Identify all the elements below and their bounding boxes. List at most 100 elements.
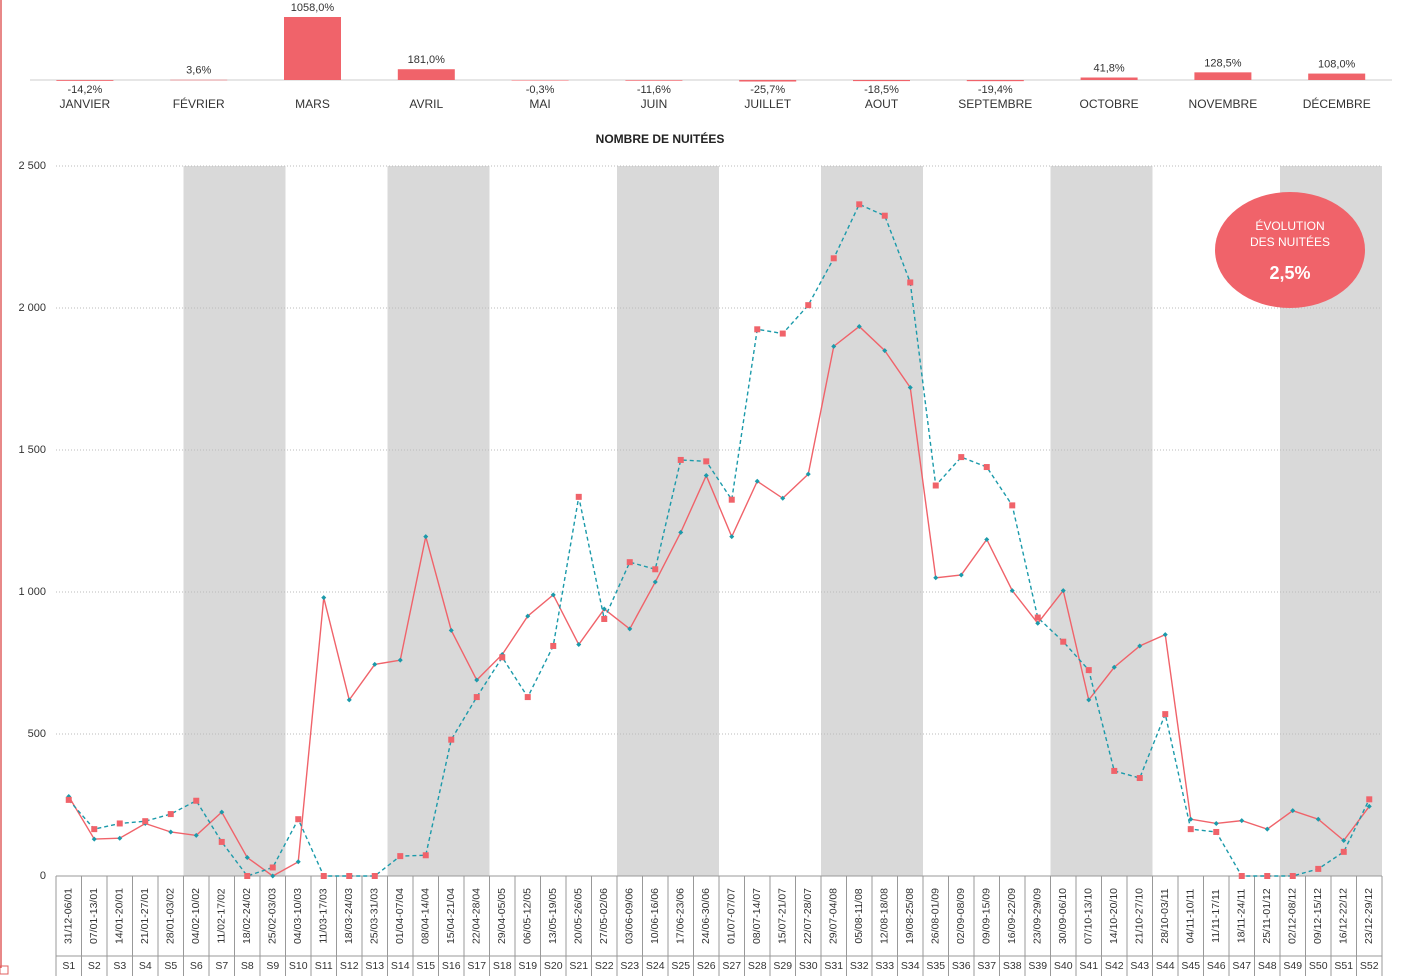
marker <box>320 873 327 879</box>
x-tick-label: S43 <box>1130 960 1149 972</box>
x-tick-label: S6 <box>190 960 203 972</box>
x-date-label: 25/11-01/12 <box>1261 888 1273 943</box>
marker <box>1340 848 1347 855</box>
marker <box>295 816 302 823</box>
marker <box>1162 711 1169 718</box>
marker <box>167 811 174 818</box>
x-tick-label: S38 <box>1003 960 1022 972</box>
shaded-band <box>183 166 286 876</box>
x-date-label: 29/04-05/05 <box>496 888 508 944</box>
y-tick-label: 0 <box>40 870 46 882</box>
x-tick-label: S30 <box>799 960 818 972</box>
x-tick-label: JUIN <box>641 97 668 111</box>
marker <box>983 464 990 471</box>
x-tick-label: S19 <box>518 960 537 972</box>
value-label: 108,0% <box>1318 58 1356 70</box>
x-tick-label: S52 <box>1360 960 1379 972</box>
marker <box>907 385 913 391</box>
marker <box>881 212 888 219</box>
series-line <box>68 203 1370 877</box>
x-date-label: 15/04-21/04 <box>445 888 457 944</box>
marker <box>91 826 98 833</box>
x-tick-label: S50 <box>1309 960 1328 972</box>
y-tick-label: 2 500 <box>18 160 46 172</box>
x-date-label: 23/09-29/09 <box>1032 888 1044 944</box>
y-tick-label: 1 000 <box>18 586 46 598</box>
marker <box>932 482 939 489</box>
x-date-label: 07/01-13/01 <box>88 888 100 944</box>
marker <box>805 471 811 477</box>
x-date-label: 21/01-27/01 <box>139 888 151 944</box>
marker <box>1111 664 1117 670</box>
bar <box>1080 77 1138 80</box>
value-label: -19,4% <box>978 84 1013 96</box>
value-label: 3,6% <box>186 65 211 77</box>
value-label: -14,2% <box>67 84 102 96</box>
marker <box>1085 667 1092 674</box>
x-date-label: 19/08-25/08 <box>904 888 916 944</box>
chart-title: NOMBRE DE NUITÉES <box>596 131 725 146</box>
x-tick-label: S1 <box>62 960 75 972</box>
marker <box>626 559 633 566</box>
bar <box>397 69 455 80</box>
marker <box>524 694 531 701</box>
x-tick-label: S33 <box>875 960 894 972</box>
x-date-label: 17/06-23/06 <box>675 888 687 944</box>
marker <box>1187 826 1194 833</box>
x-tick-label: MARS <box>295 97 330 111</box>
x-tick-label: S2 <box>88 960 101 972</box>
x-tick-label: S23 <box>620 960 639 972</box>
marker <box>958 454 965 461</box>
marker <box>780 495 786 501</box>
x-tick-label: S31 <box>824 960 843 972</box>
marker <box>448 627 454 633</box>
marker <box>1086 697 1092 703</box>
marker <box>346 697 352 703</box>
marker <box>1213 820 1219 826</box>
marker <box>575 493 582 500</box>
marker <box>372 661 378 667</box>
x-date-label: 09/09-15/09 <box>981 888 993 944</box>
marker <box>346 873 353 879</box>
marker <box>933 575 939 581</box>
x-date-label: 30/09-06/10 <box>1057 888 1069 944</box>
x-tick-label: S35 <box>926 960 945 972</box>
x-tick-label: AOUT <box>865 97 899 111</box>
marker <box>142 818 149 825</box>
marker <box>678 529 684 535</box>
x-tick-label: SEPTEMBRE <box>958 97 1032 111</box>
marker <box>856 201 863 208</box>
x-date-label: 29/07-04/08 <box>828 888 840 944</box>
marker <box>474 677 480 683</box>
x-tick-label: S9 <box>266 960 279 972</box>
x-tick-label: S20 <box>544 960 563 972</box>
marker <box>1213 828 1220 835</box>
x-tick-label: S16 <box>442 960 461 972</box>
x-date-label: 11/11-17/11 <box>1210 889 1222 943</box>
value-label: -11,6% <box>637 84 671 96</box>
x-date-label: 31/12-06/01 <box>63 888 75 944</box>
x-tick-label: S3 <box>113 960 126 972</box>
x-date-label: 25/03-31/03 <box>369 888 381 944</box>
bar <box>284 17 341 80</box>
x-date-label: 08/04-14/04 <box>420 888 432 944</box>
marker <box>1188 816 1194 822</box>
marker <box>754 478 760 484</box>
value-label: -18,5% <box>864 84 899 96</box>
value-label: -0,3% <box>526 84 555 96</box>
marker <box>882 348 888 354</box>
x-date-label: 04/03-10/03 <box>292 888 304 944</box>
x-tick-label: S36 <box>952 960 971 972</box>
marker <box>601 615 608 622</box>
marker <box>397 657 403 663</box>
bar <box>966 80 1024 82</box>
x-tick-label: S46 <box>1207 960 1226 972</box>
marker <box>423 534 429 540</box>
marker <box>1366 803 1372 809</box>
x-tick-label: S45 <box>1181 960 1200 972</box>
bar <box>625 80 683 81</box>
marker <box>550 592 556 598</box>
marker <box>168 829 174 835</box>
marker <box>1137 643 1143 649</box>
